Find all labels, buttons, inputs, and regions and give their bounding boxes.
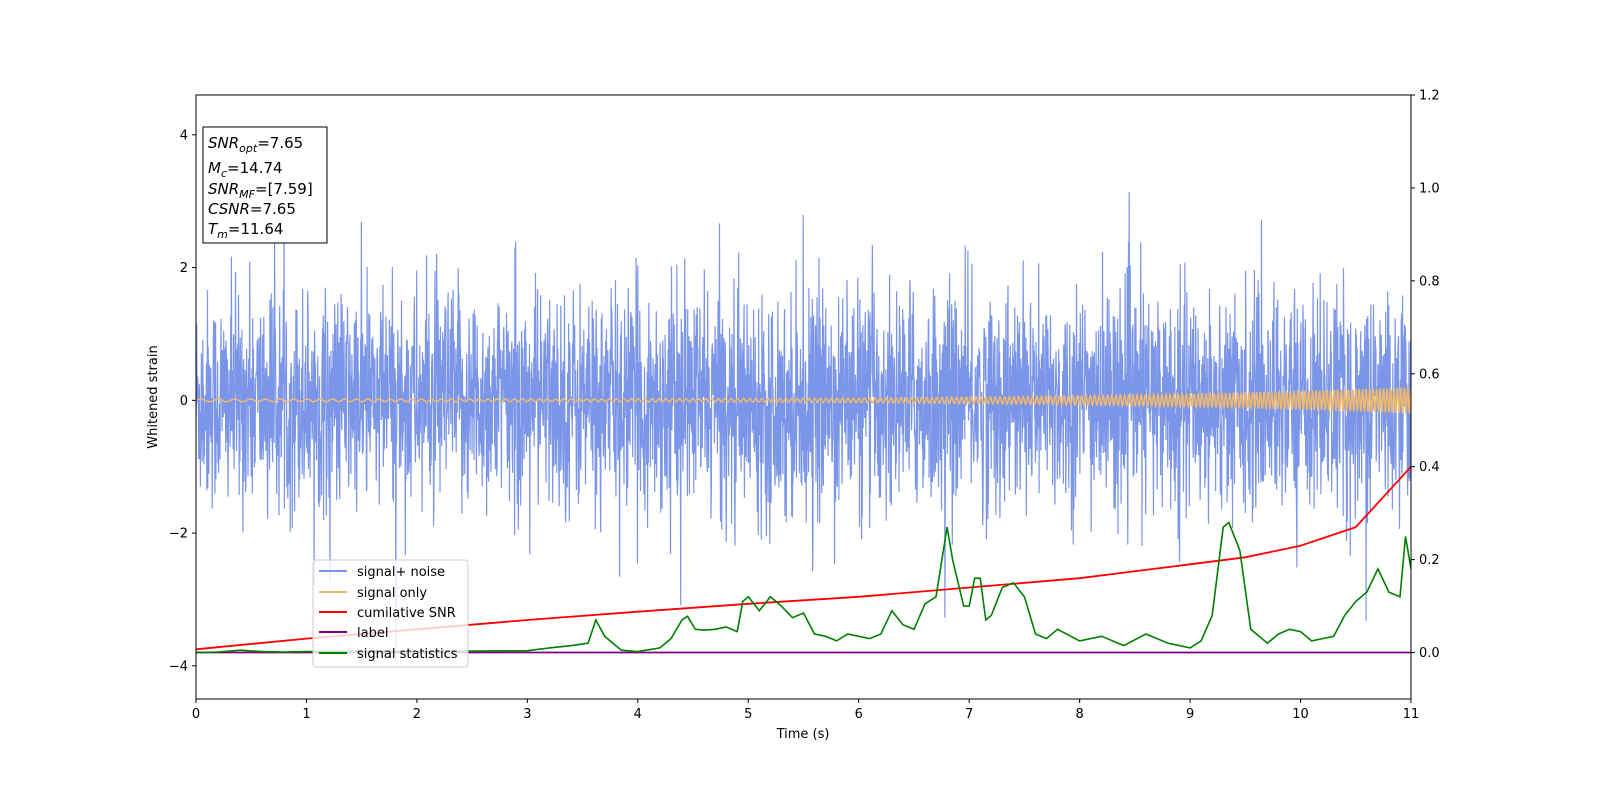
x-tick-label: 2 — [413, 707, 421, 722]
y-axis-right: 0.0 0.2 0.4 0.6 0.8 1.0 1.2 — [1411, 89, 1440, 661]
x-tick-label: 10 — [1292, 707, 1309, 722]
annotation-tm: Tm=11.64 — [208, 220, 283, 241]
x-tick-label: 9 — [1186, 707, 1194, 722]
y-right-tick-label: 0.8 — [1419, 274, 1440, 289]
y-right-tick-label: 0.0 — [1419, 646, 1440, 661]
y-left-tick-label: 0 — [180, 394, 188, 409]
x-tick-label: 5 — [744, 707, 752, 722]
plot-frame — [195, 94, 1412, 700]
annotation-snr-mf: SNRMF=[7.59] — [208, 180, 313, 201]
y-right-tick-label: 0.4 — [1419, 460, 1440, 475]
x-tick-label: 11 — [1403, 707, 1420, 722]
x-axis-label: Time (s) — [776, 727, 830, 742]
series-signal-statistics — [196, 521, 1411, 654]
y-axis-left: −4 −2 0 2 4 — [169, 128, 196, 674]
annotation-snr-opt: SNRopt=7.65 — [208, 134, 303, 155]
legend-label-signal-only: signal only — [357, 586, 427, 601]
x-tick-label: 4 — [634, 707, 642, 722]
y-right-tick-label: 0.2 — [1419, 553, 1440, 568]
y-left-tick-label: 4 — [180, 128, 188, 143]
annotation-frame — [202, 126, 328, 244]
x-tick-label: 1 — [302, 707, 310, 722]
y-right-tick-label: 0.6 — [1419, 367, 1440, 382]
x-axis: 0 1 2 3 4 5 6 7 8 9 10 11 — [192, 699, 1419, 722]
legend: signal+ noise signal only cumilative SNR… — [312, 559, 469, 668]
x-tick-label: 6 — [855, 707, 863, 722]
y-left-tick-label: −4 — [169, 659, 188, 674]
legend-label-cumulative-snr: cumilative SNR — [357, 606, 456, 621]
legend-label-label: label — [357, 626, 388, 641]
y-right-tick-label: 1.2 — [1419, 89, 1440, 104]
x-tick-label: 7 — [965, 707, 973, 722]
annotation-csnr: CSNR=7.65 — [208, 200, 296, 218]
x-tick-label: 3 — [523, 707, 531, 722]
y-left-tick-label: 2 — [180, 261, 188, 276]
x-tick-label: 0 — [192, 707, 200, 722]
annotation-mc: Mc=14.74 — [208, 159, 283, 180]
legend-label-signal-noise: signal+ noise — [357, 565, 445, 580]
y-left-tick-label: −2 — [169, 527, 188, 542]
annotation-box: SNRopt=7.65 Mc=14.74 SNRMF=[7.59] CSNR=7… — [202, 126, 328, 244]
legend-label-signal-statistics: signal statistics — [357, 647, 458, 662]
series-signal-only — [196, 386, 1411, 415]
series-signal-noise — [196, 192, 1411, 660]
legend-frame — [312, 559, 469, 668]
y-right-tick-label: 1.0 — [1419, 181, 1440, 196]
y-axis-left-label: Whitened strain — [146, 345, 161, 448]
x-tick-label: 8 — [1075, 707, 1083, 722]
